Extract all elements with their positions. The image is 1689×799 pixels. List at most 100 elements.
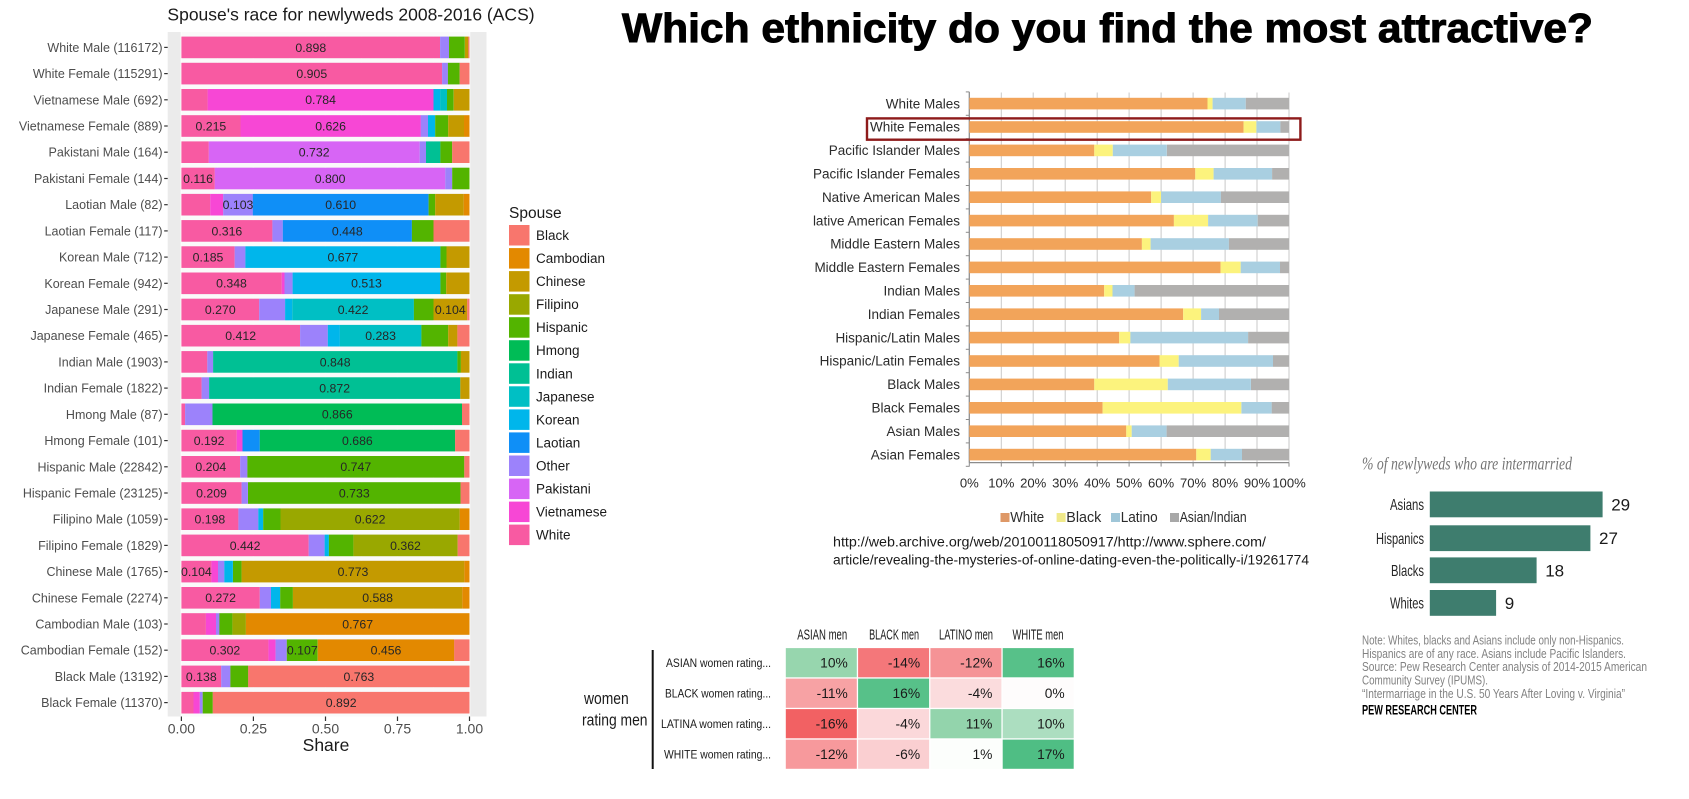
svg-text:40%: 40% (1084, 476, 1111, 491)
svg-text:Cambodian Male (103): Cambodian Male (103) (35, 618, 162, 632)
svg-text:0.848: 0.848 (320, 355, 351, 369)
svg-text:0.773: 0.773 (338, 565, 369, 579)
svg-text:White Male (116172): White Male (116172) (47, 41, 162, 55)
svg-text:1%: 1% (972, 747, 992, 762)
svg-text:10%: 10% (1037, 717, 1065, 732)
svg-text:BLACK men: BLACK men (869, 628, 919, 644)
svg-text:0.104: 0.104 (435, 303, 466, 317)
svg-text:0.192: 0.192 (194, 434, 225, 448)
svg-text:0.412: 0.412 (225, 329, 256, 343)
svg-text:29: 29 (1611, 495, 1630, 514)
svg-text:BLACK women rating...: BLACK women rating... (665, 688, 771, 700)
svg-text:0.316: 0.316 (212, 224, 243, 238)
svg-text:women: women (583, 690, 629, 708)
svg-text:Vietnamese Female (889): Vietnamese Female (889) (19, 120, 163, 134)
svg-text:Laotian Female (117): Laotian Female (117) (45, 224, 163, 238)
svg-text:Korean Female (942): Korean Female (942) (44, 277, 162, 291)
svg-text:0.50: 0.50 (312, 721, 339, 737)
svg-text:Hispanics: Hispanics (1376, 531, 1424, 548)
svg-text:0.283: 0.283 (365, 329, 396, 343)
svg-text:Japanese: Japanese (536, 389, 595, 404)
svg-text:Note: Whites, blacks and Asian: Note: Whites, blacks and Asians include … (1362, 632, 1624, 647)
svg-text:Vietnamese Male (692): Vietnamese Male (692) (33, 93, 162, 107)
svg-text:White Females: White Females (870, 120, 960, 135)
svg-text:Hmong Male (87): Hmong Male (87) (66, 408, 163, 422)
svg-text:WHITE men: WHITE men (1013, 628, 1064, 644)
svg-text:0.784: 0.784 (305, 93, 336, 107)
svg-text:100%: 100% (1272, 476, 1306, 491)
svg-text:Indian Males: Indian Males (883, 284, 960, 299)
svg-text:Cambodian Female (152): Cambodian Female (152) (21, 644, 163, 658)
svg-text:0.898: 0.898 (295, 41, 326, 55)
svg-text:0.763: 0.763 (344, 670, 375, 684)
svg-text:Middle Eastern Males: Middle Eastern Males (830, 237, 960, 252)
svg-text:0.610: 0.610 (325, 198, 356, 212)
svg-text:0.448: 0.448 (332, 224, 363, 238)
svg-text:Japanese Male (291): Japanese Male (291) (45, 303, 162, 317)
svg-text:0.513: 0.513 (351, 277, 382, 291)
svg-text:Black: Black (1066, 510, 1102, 526)
svg-text:-4%: -4% (896, 717, 921, 732)
svg-text:Hmong Female (101): Hmong Female (101) (44, 434, 162, 448)
svg-text:White Males: White Males (886, 96, 961, 111)
svg-text:0.107: 0.107 (287, 644, 318, 658)
svg-text:Latino: Latino (1121, 510, 1158, 526)
svg-text:20%: 20% (1020, 476, 1047, 491)
svg-text:50%: 50% (1116, 476, 1143, 491)
svg-text:10%: 10% (988, 476, 1015, 491)
svg-text:0.362: 0.362 (390, 539, 421, 553)
svg-text:-6%: -6% (896, 747, 921, 762)
svg-text:“Intermarriage in the U.S. 50: “Intermarriage in the U.S. 50 Years Afte… (1362, 686, 1625, 701)
svg-text:0.138: 0.138 (186, 670, 217, 684)
svg-text:Laotian Male (82): Laotian Male (82) (65, 198, 162, 212)
svg-text:Pakistani Male (164): Pakistani Male (164) (49, 146, 163, 160)
svg-text:Whites: Whites (1390, 596, 1424, 613)
svg-text:0.686: 0.686 (342, 434, 373, 448)
svg-text:Black Males: Black Males (887, 377, 960, 392)
svg-text:Native American Males: Native American Males (822, 190, 960, 205)
svg-text:Which ethnicity do you find th: Which ethnicity do you find the most att… (622, 5, 1593, 51)
svg-text:0.75: 0.75 (384, 721, 411, 737)
svg-text:0%: 0% (1045, 686, 1065, 701)
svg-text:White Female (115291): White Female (115291) (33, 67, 163, 81)
svg-text:0.215: 0.215 (196, 119, 227, 133)
svg-text:9: 9 (1505, 594, 1514, 613)
svg-text:0.204: 0.204 (195, 460, 226, 474)
svg-text:0.272: 0.272 (205, 591, 236, 605)
svg-text:Source: Pew Research Center an: Source: Pew Research Center analysis of … (1362, 659, 1647, 674)
svg-text:article/revealing-the-mysterie: article/revealing-the-mysteries-of-onlin… (833, 552, 1309, 568)
svg-text:Hispanic/Latin Females: Hispanic/Latin Females (820, 354, 961, 369)
svg-text:Hispanic: Hispanic (536, 320, 588, 335)
svg-text:Filipino: Filipino (536, 297, 579, 312)
svg-text:0.622: 0.622 (355, 513, 386, 527)
svg-text:Filipino Female (1829): Filipino Female (1829) (38, 539, 162, 553)
svg-text:0.00: 0.00 (168, 721, 195, 737)
svg-text:0.442: 0.442 (230, 539, 261, 553)
svg-text:0.116: 0.116 (183, 172, 213, 186)
svg-text:Pakistani Female (144): Pakistani Female (144) (34, 172, 163, 186)
svg-text:-4%: -4% (968, 686, 993, 701)
svg-text:-12%: -12% (816, 747, 848, 762)
svg-text:% of newlyweds who are interma: % of newlyweds who are intermarried (1362, 454, 1573, 474)
svg-text:Middle Eastern Females: Middle Eastern Females (814, 260, 960, 275)
svg-text:Spouse: Spouse (509, 205, 562, 222)
svg-text:Hispanics are of any race. Asi: Hispanics are of any race. Asians includ… (1362, 646, 1626, 661)
svg-text:90%: 90% (1244, 476, 1271, 491)
svg-text:30%: 30% (1052, 476, 1079, 491)
svg-text:Pakistani: Pakistani (536, 482, 591, 497)
svg-text:Black Females: Black Females (871, 401, 960, 416)
svg-text:0.866: 0.866 (322, 408, 353, 422)
svg-text:-16%: -16% (816, 717, 848, 732)
svg-text:ASIAN men: ASIAN men (797, 628, 847, 644)
svg-text:Hispanic/Latin Males: Hispanic/Latin Males (835, 330, 960, 345)
svg-text:0.456: 0.456 (371, 644, 402, 658)
svg-text:0.747: 0.747 (340, 460, 371, 474)
svg-text:Black Male (13192): Black Male (13192) (55, 670, 163, 684)
svg-text:Indian Male (1903): Indian Male (1903) (58, 355, 162, 369)
svg-text:Korean: Korean (536, 412, 580, 427)
svg-text:70%: 70% (1180, 476, 1207, 491)
svg-text:0.800: 0.800 (315, 172, 346, 186)
svg-text:1.00: 1.00 (456, 721, 483, 737)
svg-text:Other: Other (536, 459, 570, 474)
svg-text:Chinese: Chinese (536, 274, 586, 289)
